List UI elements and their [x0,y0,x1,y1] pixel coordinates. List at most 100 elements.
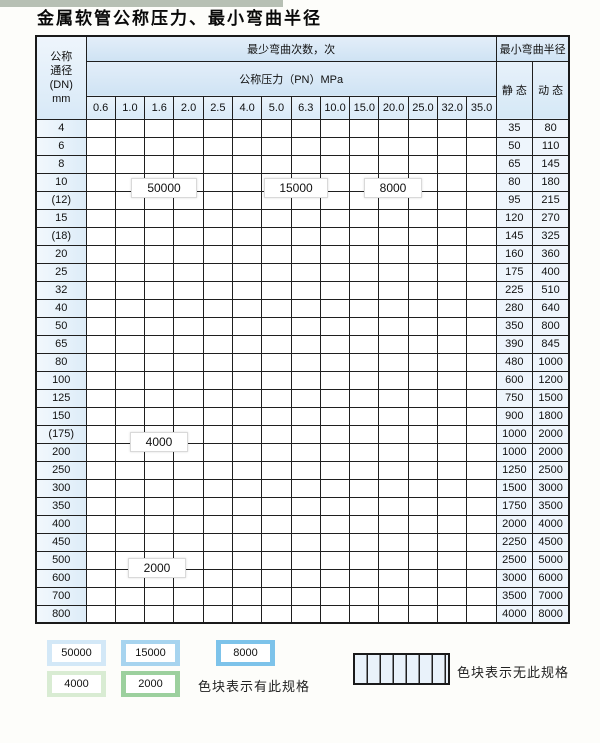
scan-artifact [0,0,283,7]
no-spec-cell [378,586,409,606]
static-radius-value: 95 [495,190,533,210]
no-spec-cell [466,496,497,516]
spec-cell [290,334,321,354]
no-spec-cell [466,442,497,462]
dn-value: (18) [35,226,87,246]
pressure-tick: 1.0 [114,95,146,120]
no-spec-cell [378,352,409,372]
dn-value: 8 [35,154,87,174]
spec-cell [114,208,146,228]
legend-swatch-15000: 15000 [121,640,180,666]
no-spec-cell [290,568,321,588]
no-spec-cell [173,586,204,606]
spec-cell [114,478,146,498]
radius-header: 最小弯曲半径 [495,35,570,62]
spec-cell [378,136,409,156]
no-spec-cell [378,478,409,498]
dn-value: 32 [35,280,87,300]
no-spec-cell [466,298,497,318]
spec-cell [144,226,175,246]
no-spec-cell [437,478,468,498]
no-spec-cell [349,568,380,588]
no-spec-cell [319,424,351,444]
cycles-header: 最少弯曲次数，次 [85,35,497,62]
spec-cell [173,514,204,534]
spec-cell [231,406,263,426]
static-radius-value: 120 [495,208,533,228]
static-radius-value: 1500 [495,478,533,498]
spec-cell [319,118,351,138]
dn-value: 15 [35,208,87,228]
spec-cell [114,586,146,606]
no-spec-cell [290,604,321,624]
spec-cell [202,460,233,480]
spec-cell [85,154,116,174]
spec-cell [144,460,175,480]
no-spec-cell [437,334,468,354]
no-spec-cell [437,424,468,444]
spec-cell [85,190,116,210]
table-row-dn-300: 300 1500 3000 [35,478,570,498]
no-spec-cell [349,370,380,390]
legend-swatch-4000: 4000 [47,671,106,697]
no-spec-cell [466,352,497,372]
table-row-dn-80: 80 480 1000 [35,352,570,372]
zone-label-4000: 4000 [130,432,188,452]
no-spec-cell [349,442,380,462]
no-spec-cell [466,226,497,246]
dynamic-radius-value: 1000 [531,352,570,372]
spec-cell [144,262,175,282]
no-spec-cell [466,316,497,336]
no-spec-cell [407,244,439,264]
static-radius-value: 1000 [495,424,533,444]
pressure-tick: 0.6 [85,95,116,120]
no-spec-cell [319,388,351,408]
pressure-ticks-row: 0.6 1.0 1.6 2.0 2.5 4.0 5.0 6.3 10.0 15.0 20.0 25.0… [36,95,569,120]
no-spec-cell [437,190,468,210]
spec-cell [231,172,263,192]
spec-cell [144,406,175,426]
no-spec-cell [437,388,468,408]
no-spec-cell [437,568,468,588]
static-radius-value: 900 [495,406,533,426]
dn-value: 6 [35,136,87,156]
spec-cell [85,460,116,480]
no-spec-cell [407,496,439,516]
no-spec-cell [319,406,351,426]
no-spec-cell [261,496,292,516]
spec-cell [173,208,204,228]
no-spec-cell [466,514,497,534]
spec-cell [85,244,116,264]
pressure-tick: 25.0 [407,95,439,120]
no-spec-cell [407,226,439,246]
spec-cell [349,154,380,174]
spec-cell [114,370,146,390]
spec-cell [319,298,351,318]
spec-cell [85,550,116,570]
spec-cell [114,604,146,624]
spec-cell [114,280,146,300]
no-spec-cell [466,190,497,210]
table-row-dn-100: 100 600 1200 [35,370,570,390]
spec-cell [173,460,204,480]
static-radius-value: 1250 [495,460,533,480]
no-spec-cell [407,532,439,552]
dn-value: 500 [35,550,87,570]
spec-cell [261,244,292,264]
spec-cell [290,298,321,318]
spec-cell [85,352,116,372]
no-spec-cell [407,460,439,480]
no-spec-cell [378,532,409,552]
dynamic-radius-value: 845 [531,334,570,354]
table-row-dn-450: 450 2250 4500 [35,532,570,552]
dn-value: 250 [35,460,87,480]
no-spec-cell [378,424,409,444]
dn-value: 4 [35,118,87,138]
spec-cell [85,370,116,390]
spec-cell [231,352,263,372]
no-spec-cell [319,586,351,606]
dynamic-radius-value: 1500 [531,388,570,408]
no-spec-cell [290,370,321,390]
no-spec-cell [407,316,439,336]
